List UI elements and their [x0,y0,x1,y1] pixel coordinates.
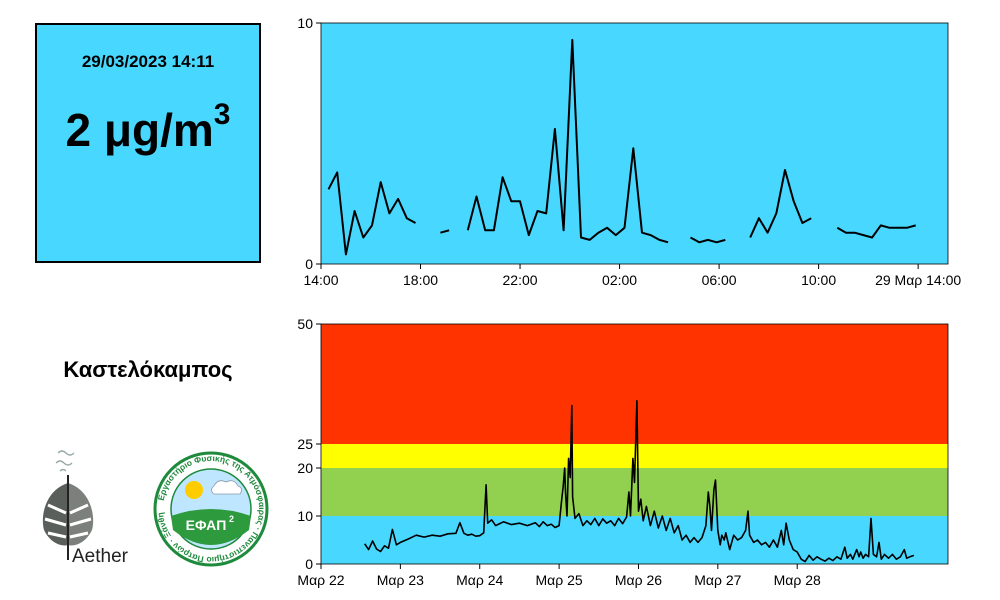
x-tick-label: 02:00 [602,272,637,288]
x-tick-label: Μαρ 24 [456,572,503,588]
cloud-icon [211,480,242,495]
weekly-chart: 0 10 20 25 50 Μαρ 22 Μαρ 23 Μαρ 24 Μαρ 25 Μαρ 26 Μ… [297,316,949,588]
y-tick-label: 50 [297,316,313,332]
x-tick-label: Μαρ 22 [297,572,344,588]
efap-logo-exponent: 2 [229,514,234,524]
series-line-segment-2 [466,38,669,244]
x-tick-label: Μαρ 27 [694,572,741,588]
y-tick-label: 20 [297,460,313,476]
x-tick-label: 18:00 [403,272,438,288]
y-tick-label: 25 [297,436,313,452]
current-reading-panel: 29/03/2023 14:11 2 μg/m3 [35,23,261,263]
station-name: Καστελόκαμπος [63,357,233,382]
aether-logo-text: Aether [72,546,129,567]
recent-24h-chart: 0 10 14:00 18:00 22:00 02:00 06:00 10:00 29 Μαρ … [297,15,961,288]
plot-frame [320,22,949,265]
aqi-band-0 [321,516,948,564]
series-line-segment-3 [690,236,726,244]
x-tick-label: 06:00 [702,272,737,288]
efap-logo-text: ΕΦΑΠ [186,517,227,533]
reading-value-text: 2 μg/m [65,104,214,156]
plot-background [321,23,948,264]
reading-value: 2 μg/m3 [37,98,259,157]
y-tick-label: 0 [305,256,313,272]
series-line-segment-4 [749,169,812,238]
x-tick-label: 10:00 [801,272,836,288]
x-tick-label: 14:00 [303,272,338,288]
y-tick-label: 10 [297,15,313,31]
reading-timestamp: 29/03/2023 14:11 [81,52,215,71]
x-tick-label: Μαρ 23 [377,572,424,588]
aether-logo: Aether [42,450,129,567]
y-tick-label: 10 [297,508,313,524]
x-tick-label: 22:00 [503,272,538,288]
efap-logo: Εργαστήριο Φυσικής της Ατμόσφαιρας · Παν… [153,451,269,567]
y-tick-label: 0 [305,556,313,572]
sun-icon [185,481,203,499]
x-tick-label: Μαρ 25 [536,572,583,588]
leaf-icon [42,450,94,560]
unit-exponent: 3 [213,97,231,131]
x-tick-label: Μαρ 28 [774,572,821,588]
series-line-segment-1 [440,229,450,234]
x-tick-label: 29 Μαρ 14:00 [875,272,961,288]
series-line-segment-5 [836,224,916,239]
aqi-band-3 [321,324,948,444]
x-tick-label: Μαρ 26 [615,572,662,588]
series-line-segment-0 [327,171,416,256]
series-line-segment-0 [364,399,915,563]
